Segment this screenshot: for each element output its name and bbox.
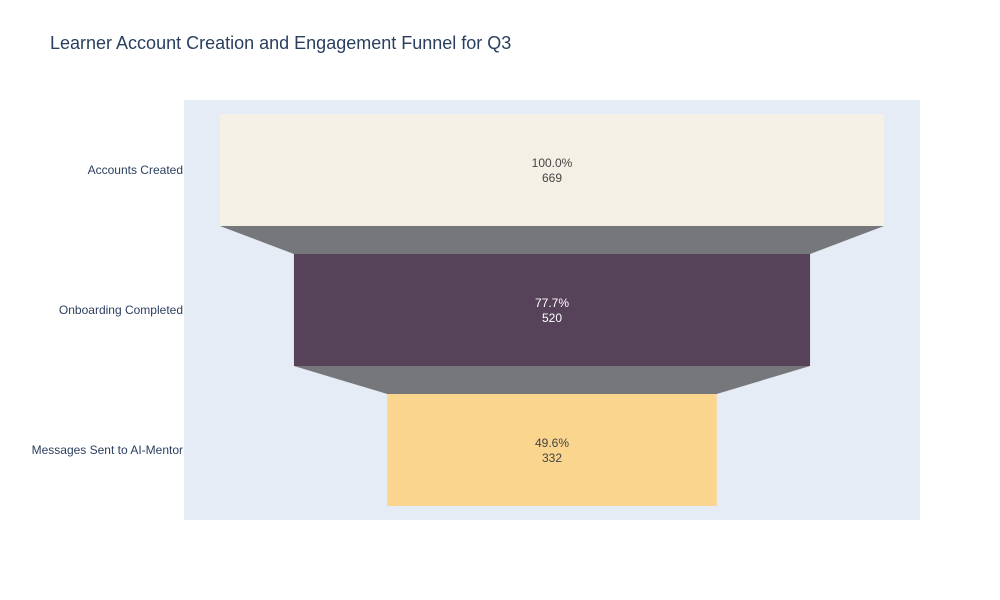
chart-title: Learner Account Creation and Engagement … (50, 33, 512, 53)
funnel-bar[interactable] (387, 394, 717, 506)
category-label: Messages Sent to AI-Mentor (32, 443, 183, 457)
funnel-bars (220, 114, 884, 506)
bar-value-label: 669 (542, 171, 562, 185)
funnel-bar[interactable] (293, 254, 811, 366)
bar-value-label: 332 (542, 451, 562, 465)
category-label: Onboarding Completed (59, 303, 183, 317)
bar-value-label: 520 (542, 311, 562, 325)
funnel-bar[interactable] (220, 114, 884, 226)
connectors (220, 226, 884, 394)
bar-labels: 100.0%669 77.7%520 49.6%332 (532, 156, 573, 465)
funnel-connector (220, 226, 884, 254)
bar-percent-label: 49.6% (535, 436, 569, 450)
bar-percent-label: 77.7% (535, 296, 569, 310)
category-label: Accounts Created (88, 163, 183, 177)
funnel-connector (293, 366, 811, 394)
bar-percent-label: 100.0% (532, 156, 573, 170)
category-labels: Accounts Created Onboarding Completed Mess… (32, 163, 183, 457)
